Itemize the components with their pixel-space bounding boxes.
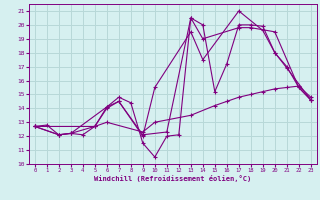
X-axis label: Windchill (Refroidissement éolien,°C): Windchill (Refroidissement éolien,°C) [94,175,252,182]
